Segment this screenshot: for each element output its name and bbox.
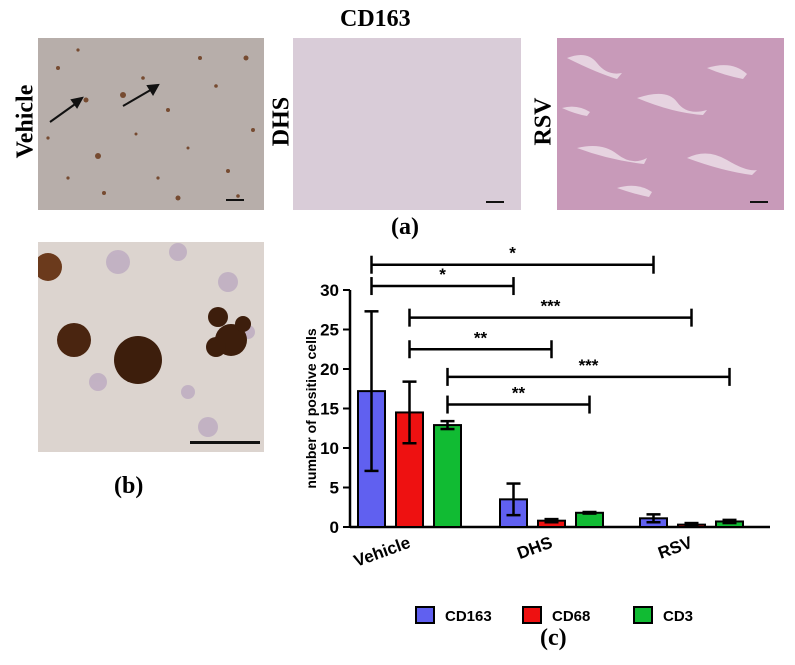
image-label-rsv: RSV: [530, 97, 557, 146]
bar-chart: 0 5 10 15 20 25 30 number of positive cells Vehi…: [303, 244, 770, 625]
micrograph-zoom: [38, 242, 264, 452]
panel-label-a: (a): [391, 214, 419, 240]
y-tick-label: 15: [320, 400, 339, 419]
scale-bar: [486, 201, 504, 203]
significance-label: ***: [541, 297, 561, 316]
legend-label-cd68: CD68: [552, 608, 590, 625]
image-label-dhs: DHS: [268, 96, 295, 147]
scale-bar: [190, 441, 260, 444]
x-tick-label: Vehicle: [351, 533, 413, 571]
micrograph-rsv-texture: [562, 54, 757, 197]
figure-title: CD163: [340, 6, 411, 32]
legend-swatch-cd3: [633, 606, 653, 624]
panel-label-c: (c): [540, 625, 567, 651]
scale-bar: [750, 201, 768, 203]
x-tick-label: RSV: [656, 533, 696, 563]
y-tick-label: 0: [330, 518, 339, 537]
significance-label: ***: [579, 356, 599, 375]
x-tick-label: DHS: [515, 533, 555, 563]
y-tick-label: 25: [320, 321, 339, 340]
y-axis-label: number of positive cells: [303, 328, 319, 488]
significance-label: *: [439, 265, 446, 284]
micrograph-zoom-cells: [38, 243, 255, 437]
micrograph-vehicle: [38, 38, 264, 210]
bar-cd3-dhs: [575, 511, 604, 528]
significance-label: **: [512, 384, 526, 403]
y-tick-label: 10: [320, 439, 339, 458]
image-label-vehicle: Vehicle: [12, 84, 39, 159]
significance-label: **: [474, 328, 488, 347]
micrograph-vehicle-texture: [46, 48, 255, 201]
y-tick-label: 20: [320, 360, 339, 379]
bar-cd3-vehicle: [433, 424, 462, 528]
significance-label: *: [509, 244, 516, 263]
legend-label-cd3: CD3: [663, 608, 693, 625]
legend-swatch-cd163: [415, 606, 435, 624]
panel-label-b: (b): [114, 473, 144, 499]
scale-bar: [226, 199, 244, 201]
y-tick-label: 30: [320, 281, 339, 300]
legend-swatch-cd68: [522, 606, 542, 624]
legend-label-cd163: CD163: [445, 608, 492, 625]
micrograph-dhs: [293, 38, 521, 210]
y-tick-label: 5: [330, 479, 339, 498]
micrograph-rsv: [557, 38, 784, 210]
